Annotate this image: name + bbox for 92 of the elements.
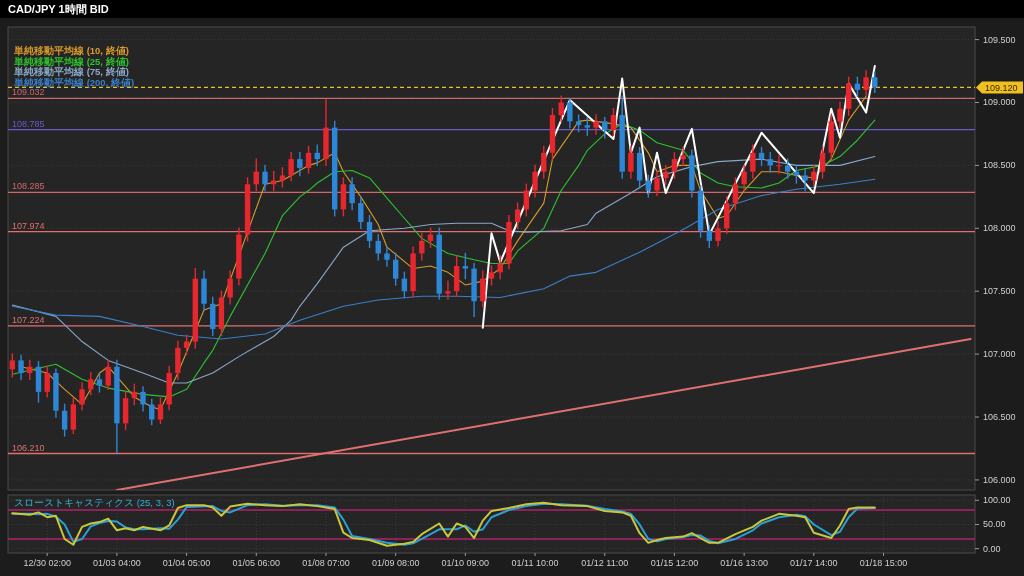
candlestick	[349, 177, 355, 211]
candlestick	[567, 98, 573, 129]
candlestick	[558, 95, 564, 123]
candlestick	[262, 164, 268, 192]
candlestick	[706, 225, 712, 248]
candlestick	[811, 164, 817, 187]
candlestick	[602, 116, 608, 139]
text: 単純移動平均線 (10, 終値)	[13, 45, 129, 56]
candlestick	[715, 221, 721, 247]
candlestick	[671, 152, 678, 179]
x-tick-label: 01/15 12:00	[650, 558, 699, 568]
x-tick-label: 01/04 05:00	[162, 558, 211, 568]
candlestick	[419, 232, 425, 261]
ref-line-label: 108.785	[12, 118, 45, 129]
candlestick	[837, 101, 843, 129]
y-tick-label: 109.500	[983, 34, 1016, 45]
y-tick-label: 100.00	[983, 495, 1011, 506]
x-tick-label: 01/11 10:00	[511, 558, 559, 568]
y-tick-label: 108.500	[983, 160, 1016, 171]
ref-line-label: 109.120	[985, 82, 1018, 93]
candlestick	[741, 164, 747, 192]
x-tick-label: 12/30 02:00	[23, 558, 71, 568]
candlestick	[297, 152, 303, 177]
candlestick	[628, 145, 634, 179]
x-tick-label: 01/18 15:00	[859, 558, 908, 568]
candlestick	[445, 280, 451, 300]
candlestick	[776, 154, 782, 174]
candlestick	[785, 158, 791, 179]
y-tick-label: 109.000	[983, 97, 1016, 108]
candlestick	[480, 270, 486, 308]
text: 単純移動平均線 (200, 終値)	[13, 76, 135, 88]
y-tick-label: 0.00	[983, 543, 1001, 554]
candlestick	[488, 265, 495, 286]
candlestick	[271, 170, 277, 192]
text: 単純移動平均線 (75, 終値)	[13, 66, 129, 77]
candlestick	[44, 366, 50, 398]
candlestick	[18, 354, 24, 380]
ref-line-label: 109.032	[12, 87, 45, 98]
candlestick	[654, 170, 660, 197]
line-series	[11, 178, 876, 340]
candlestick	[802, 168, 808, 192]
candlestick	[541, 145, 547, 179]
candlestick	[750, 144, 756, 179]
x-tick-label: 01/16 13:00	[720, 558, 768, 568]
candlestick	[532, 164, 538, 198]
y-tick-label: 106.000	[983, 474, 1016, 485]
chart-title: CAD/JPY 1時間 BID	[8, 3, 109, 15]
candlestick	[88, 372, 94, 396]
line-series	[481, 65, 876, 329]
y-tick-label: 107.000	[983, 349, 1016, 360]
candlestick	[358, 196, 364, 229]
y-tick-label: 107.500	[983, 286, 1016, 297]
ref-line-label: 106.210	[12, 442, 45, 453]
candlestick	[140, 386, 146, 412]
text: 単純移動平均線 (25, 終値)	[13, 55, 129, 67]
ref-line-label: 107.974	[12, 220, 45, 231]
x-tick-label: 01/12 11:00	[581, 558, 629, 568]
x-tick-label: 01/08 07:00	[302, 558, 350, 568]
candlestick	[61, 403, 68, 437]
ref-line-label: 107.224	[12, 314, 45, 325]
candlestick	[157, 397, 164, 425]
candlestick	[863, 70, 869, 96]
candlestick	[227, 270, 233, 305]
candlestick	[593, 114, 599, 135]
candlestick	[149, 398, 155, 426]
candlestick	[9, 353, 16, 378]
y-tick-label: 50.00	[983, 519, 1006, 530]
y-tick-label: 106.500	[983, 412, 1016, 423]
candlestick	[366, 215, 373, 248]
x-tick-label: 01/03 04:00	[93, 558, 141, 568]
candlestick	[514, 202, 521, 229]
candlestick	[384, 246, 390, 267]
candlestick	[79, 382, 85, 411]
x-tick-label: 01/09 08:00	[371, 558, 420, 568]
x-tick-label: 01/05 06:00	[232, 558, 281, 568]
ref-line-label: 108.285	[12, 181, 45, 192]
candlestick	[462, 252, 469, 280]
candlestick	[105, 359, 111, 391]
candlestick	[610, 108, 617, 136]
candlestick	[819, 145, 826, 179]
x-tick-label: 01/10 09:00	[441, 558, 490, 568]
y-tick-label: 108.000	[983, 223, 1016, 234]
candlestick	[872, 71, 878, 94]
candlestick	[680, 147, 686, 167]
chart-title: スローストキャスティクス (25, 3, 3)	[14, 497, 175, 508]
candlestick	[288, 152, 294, 182]
candlestick	[279, 167, 286, 188]
candlestick	[305, 145, 312, 174]
x-tick-label: 01/17 14:00	[790, 558, 838, 568]
candlestick	[392, 252, 399, 286]
candlestick	[732, 177, 739, 211]
candlestick	[645, 174, 652, 198]
